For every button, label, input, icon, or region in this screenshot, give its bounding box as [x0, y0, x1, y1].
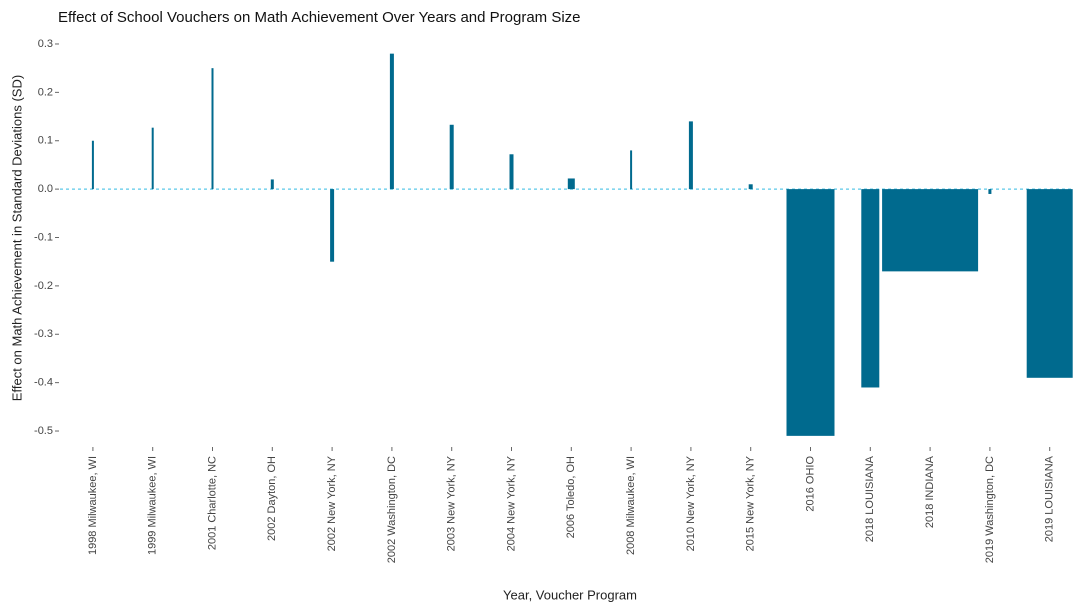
y-tick-label: 0.3 — [38, 38, 53, 50]
x-tick-label: 2002 Washington, DC — [386, 456, 398, 563]
y-tick-label: -0.4 — [34, 377, 53, 389]
bar — [748, 184, 753, 190]
x-tick-label: 2002 New York, NY — [326, 455, 338, 551]
y-tick-label: -0.5 — [34, 425, 53, 437]
x-tick-label: 2019 Washington, DC — [984, 456, 996, 563]
x-tick-label: 2016 OHIO — [804, 456, 816, 512]
y-axis-title: Effect on Math Achievement in Standard D… — [9, 75, 24, 401]
x-tick-label: 2018 INDIANA — [924, 455, 936, 528]
bar — [861, 189, 880, 388]
x-tick-label: 2003 New York, NY — [446, 455, 458, 551]
x-tick-label: 2018 LOUISIANA — [864, 455, 876, 542]
bar — [151, 127, 154, 190]
bar — [786, 189, 835, 436]
bar — [270, 179, 274, 190]
x-tick-label: 2010 New York, NY — [685, 455, 697, 551]
y-tick-label: -0.1 — [34, 231, 53, 243]
y-tick-label: 0.1 — [38, 135, 53, 147]
bar — [211, 68, 214, 190]
bar — [688, 121, 693, 190]
y-tick-label: 0.2 — [38, 86, 53, 98]
x-tick-label: 1998 Milwaukee, WI — [87, 456, 99, 555]
x-tick-label: 2002 Dayton, OH — [266, 456, 278, 541]
x-tick-label: 1999 Milwaukee, WI — [147, 456, 159, 555]
bar — [1026, 189, 1073, 378]
bar — [882, 189, 979, 272]
bar — [389, 53, 394, 190]
x-tick-label: 2006 Toledo, OH — [565, 456, 577, 538]
bar — [630, 150, 633, 190]
y-tick-label: 0.0 — [38, 183, 53, 195]
x-tick-label: 2004 New York, NY — [505, 455, 517, 551]
bar — [330, 189, 335, 262]
chart-title: Effect of School Vouchers on Math Achiev… — [58, 9, 581, 26]
bar — [91, 140, 94, 190]
x-tick-label: 2008 Milwaukee, WI — [625, 456, 637, 555]
bar — [567, 178, 575, 190]
bar — [988, 189, 992, 194]
y-tick-label: -0.2 — [34, 280, 53, 292]
y-tick-label: -0.3 — [34, 328, 53, 340]
bar — [449, 124, 454, 190]
x-axis-title: Year, Voucher Program — [503, 587, 637, 602]
x-tick-label: 2019 LOUISIANA — [1044, 455, 1056, 542]
bar — [509, 154, 514, 190]
x-tick-label: 2015 New York, NY — [745, 455, 757, 551]
x-tick-label: 2001 Charlotte, NC — [206, 456, 218, 550]
